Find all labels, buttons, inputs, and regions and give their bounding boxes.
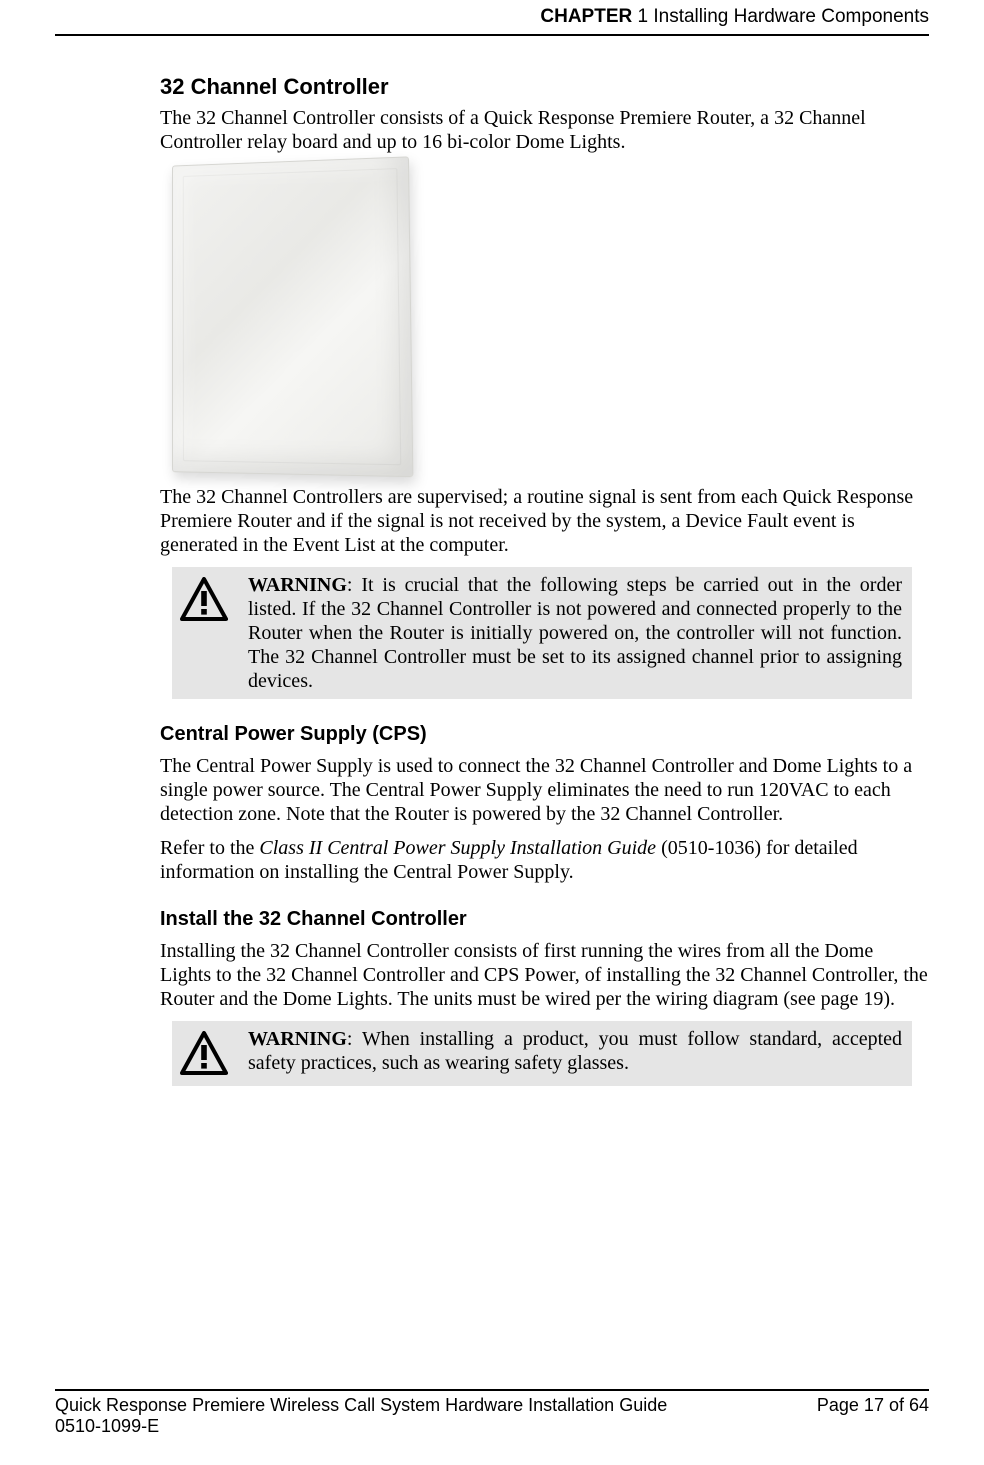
section-title-32-channel: 32 Channel Controller: [160, 74, 929, 100]
warning2-body: : When installing a product, you must fo…: [248, 1028, 902, 1074]
section3-para1: Installing the 32 Channel Controller con…: [160, 939, 929, 1011]
section2-para2-pre: Refer to the: [160, 837, 259, 859]
warning-box-1: WARNING: It is crucial that the followin…: [172, 567, 912, 699]
page: CHAPTER 1 Installing Hardware Components…: [0, 0, 984, 1465]
chapter-label: CHAPTER: [540, 6, 632, 27]
chapter-number: 1: [638, 6, 649, 27]
warning-box-2: WARNING: When installing a product, you …: [172, 1021, 912, 1086]
section-title-install: Install the 32 Channel Controller: [160, 908, 929, 931]
section2-para1: The Central Power Supply is used to conn…: [160, 754, 929, 826]
warning-icon: [180, 573, 248, 626]
section1-para2: The 32 Channel Controllers are supervise…: [160, 485, 929, 557]
warning1-body: : It is crucial that the following steps…: [248, 574, 902, 692]
footer-page-number: Page 17 of 64: [817, 1395, 929, 1437]
footer-doc-number: 0510-1099-E: [55, 1416, 667, 1437]
section2-para2: Refer to the Class II Central Power Supp…: [160, 836, 929, 884]
page-content: 32 Channel Controller The 32 Channel Con…: [160, 36, 929, 1086]
controller-enclosure-figure: [172, 156, 413, 477]
warning2-label: WARNING: [248, 1028, 347, 1050]
warning1-text: WARNING: It is crucial that the followin…: [248, 573, 902, 693]
warning1-label: WARNING: [248, 574, 347, 596]
page-footer: Quick Response Premiere Wireless Call Sy…: [55, 1389, 929, 1437]
section-title-cps: Central Power Supply (CPS): [160, 723, 929, 746]
warning2-text: WARNING: When installing a product, you …: [248, 1027, 902, 1075]
footer-guide-title: Quick Response Premiere Wireless Call Sy…: [55, 1395, 667, 1416]
section2-para2-italic: Class II Central Power Supply Installati…: [259, 837, 656, 859]
section1-para1: The 32 Channel Controller consists of a …: [160, 106, 929, 154]
warning-icon: [180, 1027, 248, 1080]
footer-left: Quick Response Premiere Wireless Call Sy…: [55, 1395, 667, 1437]
page-header: CHAPTER 1 Installing Hardware Components: [55, 0, 929, 36]
chapter-title: Installing Hardware Components: [653, 6, 929, 27]
